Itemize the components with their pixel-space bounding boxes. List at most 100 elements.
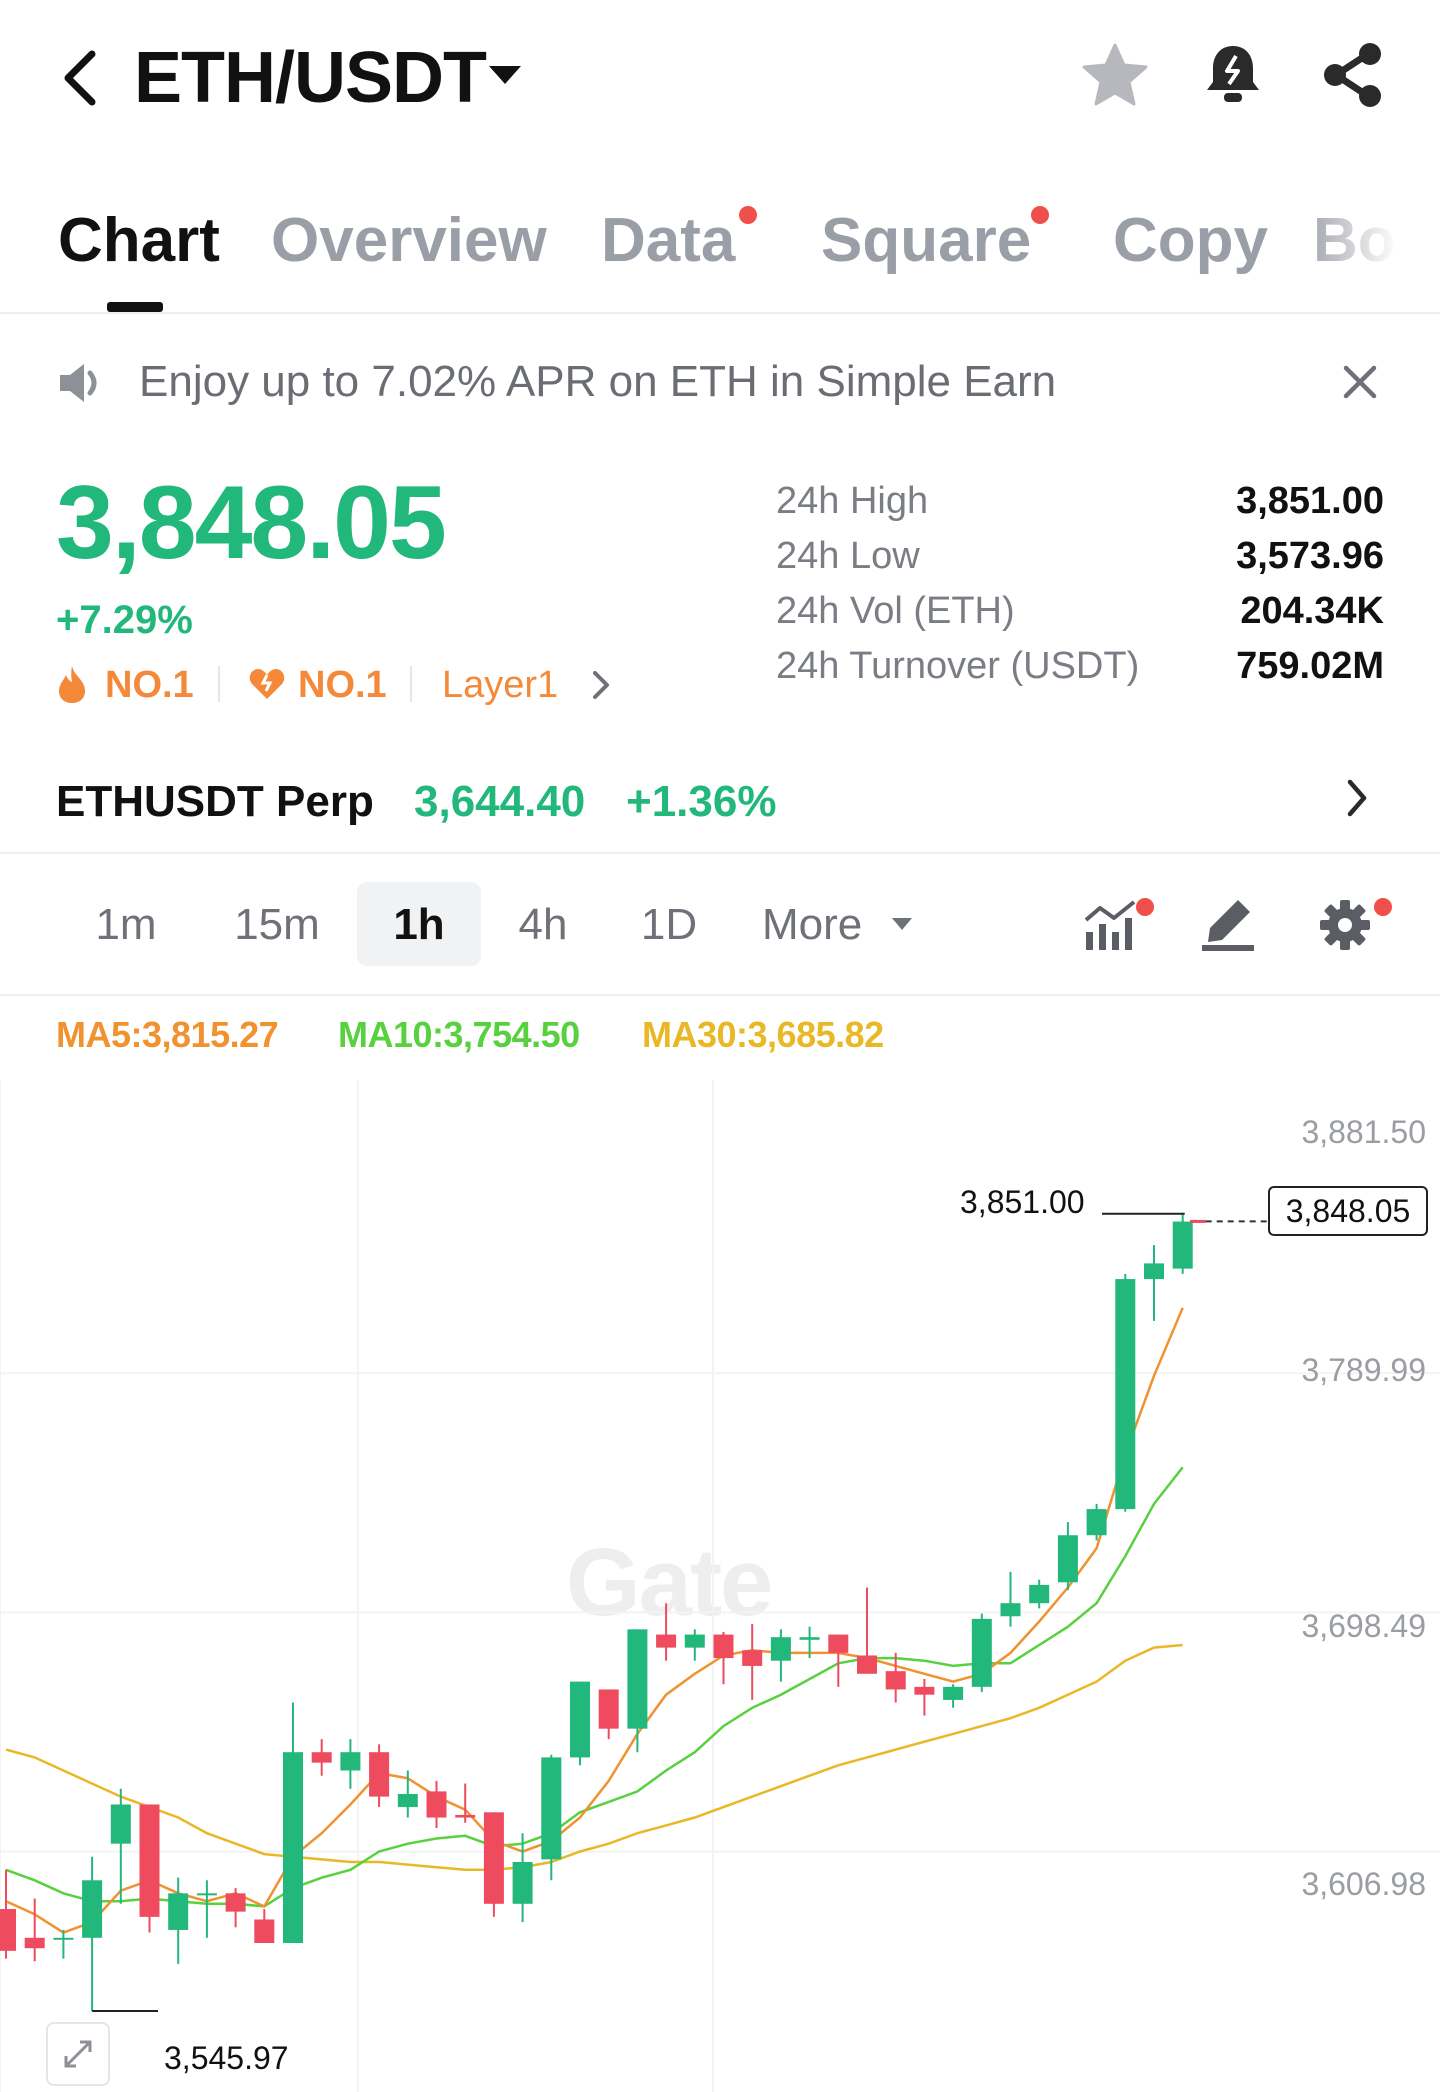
candle-body (24, 1937, 45, 1949)
timeframe-15m[interactable]: 15m (234, 900, 320, 949)
rank-separator-2 (410, 666, 412, 702)
stat-label-24h-low: 24h Low (776, 535, 920, 577)
tab-chart[interactable]: Chart (58, 206, 220, 275)
candle-body (426, 1791, 447, 1818)
active-tab-indicator (107, 302, 163, 312)
category-tag[interactable]: Layer1 (442, 664, 559, 706)
high-price-marker: 3,851.00 (960, 1184, 1085, 1220)
favorite-heart-icon (248, 666, 286, 702)
candle-body (541, 1757, 562, 1860)
candle-body (1115, 1279, 1136, 1510)
expand-chart-button[interactable] (46, 2022, 110, 2086)
candle-body (369, 1752, 390, 1797)
ma5-value: MA5:3,815.27 (56, 1014, 279, 1055)
price-alert-bell-icon[interactable] (1198, 40, 1268, 110)
y-axis-label: 3,881.50 (1301, 1114, 1426, 1150)
candle-body (397, 1794, 418, 1808)
candle-body (0, 1909, 16, 1951)
hot-flame-icon (56, 664, 88, 704)
tab-overview[interactable]: Overview (271, 206, 547, 275)
y-axis-label: 3,698.49 (1301, 1608, 1426, 1644)
candle-body (656, 1634, 677, 1648)
candle-body (283, 1752, 303, 1944)
candle-body (885, 1671, 906, 1690)
ma10-line (5, 1466, 1184, 1908)
candle-body (1086, 1509, 1107, 1536)
candle-body (857, 1655, 877, 1674)
price-change-percent: +7.29% (56, 598, 193, 642)
candlestick-chart[interactable] (0, 1080, 1440, 2092)
stat-value-24h-low: 3,573.96 (1236, 535, 1384, 577)
timeframe-more[interactable]: More (762, 900, 863, 949)
category-chevron-right-icon[interactable] (590, 668, 612, 702)
candle-body (713, 1634, 734, 1659)
candle-body (483, 1812, 504, 1904)
candle-body (340, 1752, 361, 1771)
timeframe-1h[interactable]: 1h (393, 900, 445, 949)
perp-chevron-right-icon[interactable] (1344, 776, 1370, 820)
pair-dropdown-caret-icon[interactable] (489, 66, 521, 84)
candle-body (254, 1919, 275, 1944)
candle-body (455, 1814, 476, 1818)
candle-body (53, 1937, 74, 1940)
share-icon[interactable] (1318, 40, 1388, 110)
stat-value-24h-high: 3,851.00 (1236, 480, 1384, 522)
stat-value-24h-vol: 204.34K (1240, 590, 1384, 632)
candle-body (684, 1634, 705, 1648)
stat-label-24h-vol: 24h Vol (ETH) (776, 590, 1015, 632)
candle-body (943, 1686, 964, 1700)
y-axis-label: 3,789.99 (1301, 1352, 1426, 1388)
settings-notification-dot (1374, 898, 1392, 916)
candle-body (196, 1893, 217, 1896)
ma30-value: MA30:3,685.82 (642, 1014, 884, 1055)
candle-body (799, 1637, 820, 1640)
timeframe-selected-bg (357, 882, 481, 966)
promo-banner-text[interactable]: Enjoy up to 7.02% APR on ETH in Simple E… (139, 357, 1057, 406)
candle-body (1172, 1221, 1193, 1269)
drawing-pencil-icon[interactable] (1200, 896, 1258, 952)
candle-body (110, 1804, 131, 1844)
expand-arrows-icon (64, 2040, 92, 2068)
chart-settings-gear-icon[interactable] (1316, 896, 1374, 954)
perp-contract-name[interactable]: ETHUSDT Perp (56, 777, 374, 826)
stat-value-24h-turnover: 759.02M (1236, 645, 1384, 687)
tab-bar: Chart Overview Data Square Copy Bo (0, 200, 1440, 314)
indicators-notification-dot (1136, 898, 1154, 916)
candle-body (828, 1634, 849, 1653)
toolbar-divider (0, 994, 1440, 996)
favorite-rank-label[interactable]: NO.1 (298, 664, 387, 706)
tab-data-notification-dot (739, 206, 757, 224)
timeframe-1d[interactable]: 1D (640, 900, 698, 949)
candle-body (512, 1861, 533, 1904)
favorite-star-icon[interactable] (1080, 40, 1150, 110)
banner-close-icon[interactable] (1340, 362, 1380, 402)
tab-copy[interactable]: Copy (1113, 206, 1268, 275)
low-price-marker: 3,545.97 (164, 2040, 289, 2076)
stat-label-24h-turnover: 24h Turnover (USDT) (776, 645, 1140, 687)
perp-price: 3,644.40 (414, 777, 586, 826)
candle-body (914, 1686, 935, 1695)
pair-title[interactable]: ETH/USDT (134, 38, 487, 118)
tab-square[interactable]: Square (821, 206, 1032, 275)
candle-body (1057, 1535, 1078, 1583)
section-divider (0, 852, 1440, 854)
more-caret-icon[interactable] (892, 918, 912, 930)
tab-square-notification-dot (1031, 206, 1049, 224)
candle-body (598, 1689, 619, 1729)
speaker-icon (56, 358, 108, 408)
candle-body (742, 1650, 763, 1666)
timeframe-4h[interactable]: 4h (518, 900, 568, 949)
indicators-icon[interactable] (1082, 896, 1142, 952)
hot-rank-label[interactable]: NO.1 (105, 664, 194, 706)
back-arrow-icon[interactable] (58, 48, 102, 108)
candle-body (627, 1629, 648, 1729)
tab-data[interactable]: Data (601, 206, 736, 275)
last-price-tag: 3,848.05 (1268, 1186, 1428, 1236)
exchange-watermark: Gate (566, 1529, 773, 1636)
timeframe-1m[interactable]: 1m (95, 900, 157, 949)
perp-change-percent: +1.36% (626, 777, 777, 826)
ma30-line (5, 1643, 1183, 1872)
ma10-value: MA10:3,754.50 (338, 1014, 580, 1055)
stat-label-24h-high: 24h High (776, 480, 929, 522)
candle-body (311, 1752, 332, 1763)
